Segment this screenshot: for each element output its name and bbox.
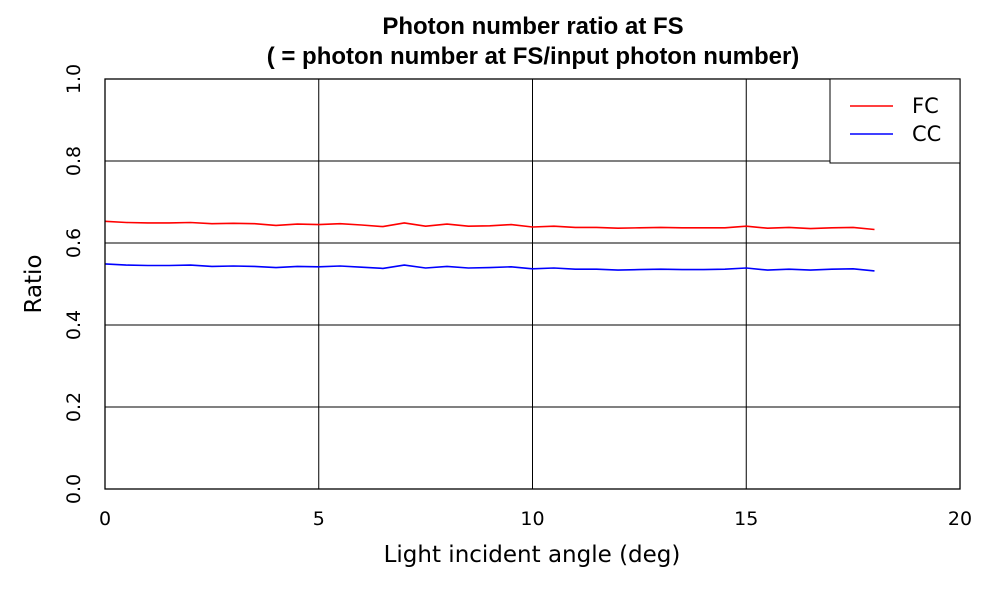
y-tick-label: 0.0: [63, 474, 85, 504]
series-group: [104, 220, 875, 272]
chart-title: Photon number ratio at FS: [382, 13, 683, 40]
y-tick-label: 0.4: [63, 310, 85, 340]
y-tick-label: 0.6: [63, 228, 85, 258]
y-tick-labels: 0.0 0.2 0.4 0.6 0.8 1.0: [63, 64, 85, 504]
x-tick-label: 5: [313, 508, 325, 530]
x-axis-label: Light incident angle (deg): [384, 542, 681, 568]
y-axis-label: Ratio: [21, 254, 47, 313]
x-tick-labels: 0 5 10 15 20: [99, 508, 972, 530]
chart-subtitle: ( = photon number at FS/input photon num…: [267, 43, 800, 70]
plot-frame: [104, 78, 961, 490]
legend-label-fc: FC: [912, 94, 939, 118]
legend: FC CC: [829, 78, 961, 164]
y-tick-label: 1.0: [63, 64, 85, 94]
series-line-cc: [104, 263, 875, 272]
y-tick-label: 0.8: [63, 146, 85, 176]
legend-box: [829, 78, 961, 164]
y-tick-label: 0.2: [63, 392, 85, 422]
x-tick-label: 10: [520, 508, 544, 530]
legend-label-cc: CC: [912, 122, 941, 146]
x-tick-label: 15: [734, 508, 758, 530]
series-line-fc: [104, 220, 875, 231]
x-tick-label: 0: [99, 508, 111, 530]
x-tick-label: 20: [948, 508, 972, 530]
